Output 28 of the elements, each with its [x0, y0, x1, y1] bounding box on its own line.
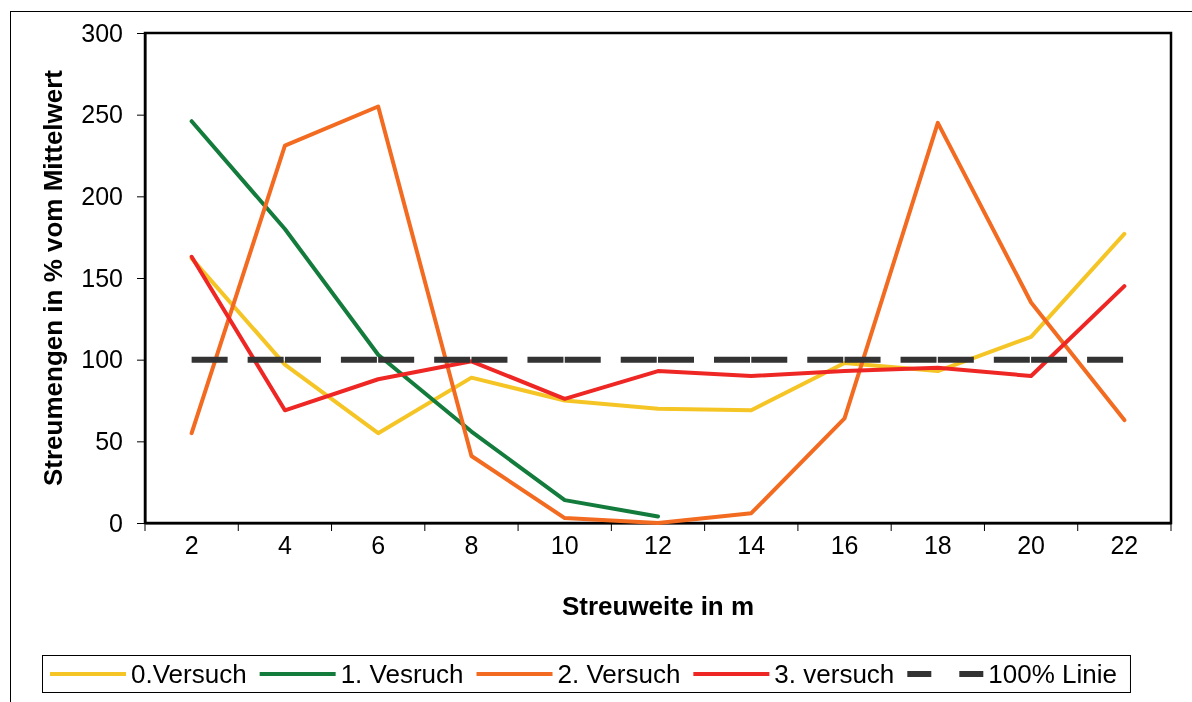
x-tick-label: 16 [830, 530, 859, 559]
line-series [189, 119, 660, 519]
x-tick-label: 6 [371, 530, 386, 559]
x-tick-label: 20 [1017, 530, 1045, 559]
y-tick-label: 300 [81, 18, 123, 47]
line-series [189, 254, 1127, 413]
y-tick-label: 250 [81, 100, 123, 129]
x-axis-title: Streuweite in m [561, 591, 755, 621]
y-tick-label: 0 [109, 508, 123, 537]
y-tick-label: 100 [81, 345, 123, 374]
y-tick-label: 200 [81, 181, 123, 210]
x-tick-label: 18 [923, 530, 952, 559]
x-tick-label: 4 [277, 530, 292, 559]
x-tick-label: 22 [1110, 530, 1139, 559]
legend-label: 3. versuch [774, 659, 895, 690]
legend-label: 2. Versuch [557, 659, 681, 690]
y-axis-title: Streumengen in % vom Mittelwert [38, 69, 68, 487]
x-tick-label: 12 [644, 530, 672, 559]
line-series [189, 104, 1127, 525]
legend-label: 100% Linie [988, 659, 1117, 690]
x-tick-label: 10 [550, 530, 579, 559]
x-tick-label: 14 [737, 530, 766, 559]
legend-label: 0.Versuch [131, 659, 247, 690]
x-tick-label: 2 [184, 530, 199, 559]
y-tick-label: 50 [95, 426, 123, 455]
y-tick-label: 150 [81, 263, 123, 292]
x-tick-label: 8 [464, 530, 479, 559]
legend-label: 1. Vesruch [340, 659, 464, 690]
